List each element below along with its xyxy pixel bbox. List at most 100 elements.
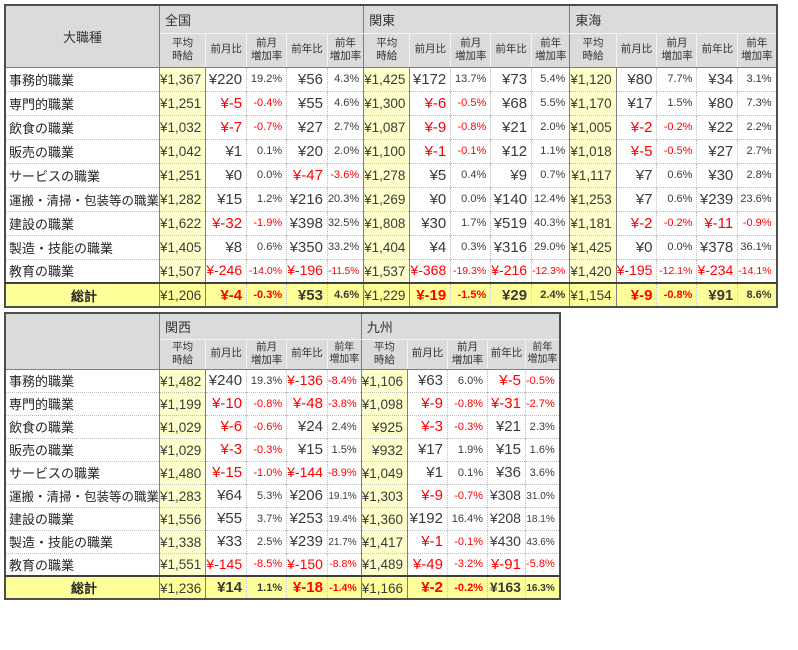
yoy-diff-cell: ¥-18 bbox=[286, 575, 328, 599]
cell-text: 販売の職業 bbox=[9, 144, 75, 160]
column-header-row: 平均 時給 前月比 前月 増加率 前年比 前年 増加率 平均 時給 前月比 前月 増加率 前年比… bbox=[5, 339, 560, 370]
cell-text: ¥398 bbox=[289, 214, 323, 232]
cell-text: ¥30 bbox=[708, 166, 734, 184]
yoy-rate-cell: -8.9% bbox=[326, 460, 362, 484]
cell-text: 平均 時給 bbox=[376, 36, 398, 62]
mom-rate-cell: 0.0% bbox=[246, 162, 287, 187]
mom-diff-cell: ¥220 bbox=[205, 66, 247, 91]
cell-text: ¥220 bbox=[208, 70, 243, 88]
job-label-cell: 飲食の職業 bbox=[5, 114, 161, 139]
avg-wage-cell: ¥1,303 bbox=[360, 483, 408, 507]
yoy-rate-cell: 31.0% bbox=[524, 483, 560, 507]
table-row: 専門的職業 ¥1,251 ¥-5 -0.4% ¥55 4.6% ¥1,300 ¥-6 -0.5%… bbox=[5, 90, 777, 115]
avg-wage-cell: ¥1,117 bbox=[569, 162, 617, 187]
cell-text: 1.1% bbox=[257, 581, 283, 594]
mom-diff-cell: ¥172 bbox=[409, 66, 451, 91]
yoy-diff-cell: ¥430 bbox=[486, 529, 526, 553]
job-label-cell: 運搬・清掃・包装等の職業 bbox=[5, 483, 161, 507]
cell-text: -0.8% bbox=[457, 121, 487, 133]
avg-wage-cell: ¥1,251 bbox=[159, 162, 207, 187]
mom-diff-cell: ¥14 bbox=[205, 575, 247, 599]
cell-text: ¥1,229 bbox=[364, 288, 406, 303]
yoy-rate-cell: 20.3% bbox=[326, 186, 364, 211]
cell-text: -0.7% bbox=[253, 121, 283, 133]
cell-text: -0.1% bbox=[457, 145, 487, 157]
mom-rate-cell: 5.3% bbox=[246, 483, 287, 507]
region-header-row: 大職種 全国 関東 東海 bbox=[4, 5, 777, 68]
cell-text: 平均 時給 bbox=[172, 340, 194, 366]
avg-wage-cell: ¥1,482 bbox=[159, 368, 207, 392]
cell-text: ¥378 bbox=[699, 238, 734, 256]
mom-rate-cell: -3.2% bbox=[446, 552, 488, 576]
cell-text: -14.1% bbox=[738, 264, 772, 277]
cell-text: 18.1% bbox=[526, 513, 555, 525]
cell-text: -0.3% bbox=[253, 289, 283, 301]
cell-text: 5.5% bbox=[540, 97, 566, 109]
table-row: サービスの職業 ¥1,480 ¥-15 -1.0% ¥-144 -8.9% ¥1,049 ¥1… bbox=[5, 460, 560, 484]
cell-text: ¥1,049 bbox=[361, 465, 403, 481]
cell-text: 専門的職業 bbox=[9, 397, 75, 412]
yoy-rate-cell: 4.6% bbox=[326, 282, 364, 307]
table-row: 運搬・清掃・包装等の職業 ¥1,282 ¥15 1.2% ¥216 20.3% ¥1,269… bbox=[5, 186, 777, 211]
cell-text: ¥1,251 bbox=[160, 96, 202, 111]
cell-text: 19.1% bbox=[328, 490, 357, 502]
cell-text: 0.3% bbox=[461, 241, 487, 253]
cell-text: 0.1% bbox=[257, 145, 283, 157]
cell-text: ¥12 bbox=[502, 142, 528, 160]
cell-text: 13.7% bbox=[455, 73, 487, 85]
mom-diff-cell: ¥-9 bbox=[406, 391, 448, 415]
avg-wage-cell: ¥1,480 bbox=[159, 460, 207, 484]
cell-text: 関東 bbox=[369, 12, 396, 28]
cell-text: -0.2% bbox=[663, 121, 693, 133]
cell-text: -0.4% bbox=[253, 97, 283, 109]
cell-text: 教育の職業 bbox=[9, 264, 75, 280]
cell-text: 運搬・清掃・包装等の職業 bbox=[9, 490, 160, 504]
yoy-diff-cell: ¥239 bbox=[286, 529, 328, 553]
cell-text: ¥1,087 bbox=[364, 120, 406, 135]
yoy-rate-cell: 1.1% bbox=[531, 138, 570, 163]
yoy-diff-cell: ¥68 bbox=[490, 90, 532, 115]
mom-rate-cell: -14.0% bbox=[246, 258, 287, 283]
avg-wage-cell: ¥1,029 bbox=[159, 414, 207, 438]
avg-wage-cell: ¥1,236 bbox=[159, 575, 207, 599]
cell-text: 2.4% bbox=[540, 289, 566, 301]
cell-text: ¥932 bbox=[371, 441, 403, 458]
cell-text: 東海 bbox=[575, 12, 602, 28]
yoy-diff-cell: ¥253 bbox=[286, 506, 328, 530]
cell-text: ¥9 bbox=[510, 166, 528, 184]
job-label-cell: 教育の職業 bbox=[5, 552, 161, 576]
mom-rate-cell: -0.8% bbox=[450, 114, 491, 139]
cell-text: ¥0 bbox=[635, 238, 653, 256]
column-header: 前年 増加率 bbox=[524, 339, 560, 370]
yoy-diff-cell: ¥20 bbox=[286, 138, 328, 163]
yoy-rate-cell: -8.8% bbox=[326, 552, 362, 576]
cell-text: 0.1% bbox=[457, 466, 483, 479]
cell-text: ¥15 bbox=[297, 441, 323, 458]
cell-text: ¥68 bbox=[502, 94, 528, 112]
mom-diff-cell: ¥55 bbox=[205, 506, 247, 530]
avg-wage-cell: ¥1,338 bbox=[159, 529, 207, 553]
cell-text: ¥1 bbox=[225, 142, 243, 160]
cell-text: ¥216 bbox=[289, 190, 323, 208]
yoy-diff-cell: ¥-144 bbox=[286, 460, 328, 484]
yoy-rate-cell: 18.1% bbox=[524, 506, 560, 530]
mom-rate-cell: -0.6% bbox=[246, 414, 287, 438]
job-label-cell: 飲食の職業 bbox=[5, 414, 161, 438]
cell-text: ¥21 bbox=[495, 418, 521, 435]
yoy-rate-cell: 2.7% bbox=[737, 138, 777, 163]
cell-text: 36.1% bbox=[740, 241, 772, 253]
cell-text: -3.6% bbox=[330, 169, 360, 181]
cell-text: ¥63 bbox=[417, 372, 443, 389]
avg-wage-cell: ¥1,005 bbox=[569, 114, 617, 139]
mom-rate-cell: -0.4% bbox=[246, 90, 287, 115]
cell-text: ¥1,360 bbox=[361, 511, 403, 527]
region-header-row: 関西 九州 bbox=[4, 313, 560, 370]
cell-text: 3.7% bbox=[257, 512, 283, 525]
mom-diff-cell: ¥-5 bbox=[615, 138, 657, 163]
yoy-diff-cell: ¥53 bbox=[286, 282, 328, 307]
job-label-cell: 建設の職業 bbox=[5, 506, 161, 530]
total-row: 総計 ¥1,206 ¥-4 -0.3% ¥53 4.6% ¥1,229 ¥-19 -1.5% ¥2… bbox=[5, 282, 777, 307]
avg-wage-cell: ¥1,425 bbox=[363, 66, 411, 91]
column-header: 前年 増加率 bbox=[737, 33, 777, 68]
column-header: 前年比 bbox=[490, 33, 532, 68]
